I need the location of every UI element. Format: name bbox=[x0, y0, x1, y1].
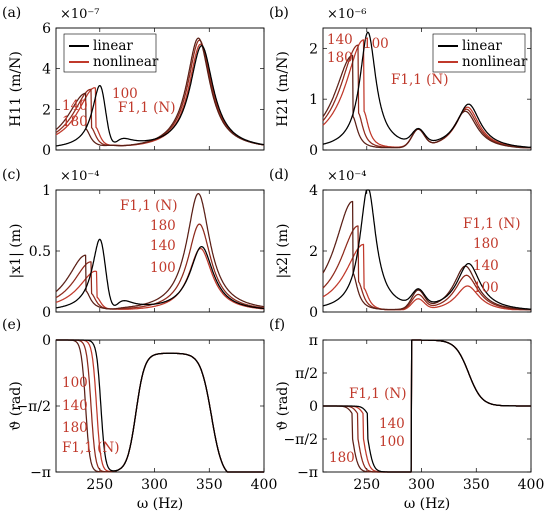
legend-label: nonlinear bbox=[93, 54, 159, 70]
annotation-label: 100 bbox=[62, 375, 88, 391]
annotation-label: 180 bbox=[327, 50, 353, 66]
legend-box bbox=[432, 33, 526, 73]
panel-d: 0 2 4 (d) ×10⁻⁴ |x2| (m) F1,1 (N) 180 140 100 bbox=[269, 167, 532, 321]
annotation-label: 140 bbox=[379, 416, 405, 432]
y-tick-label: 0 bbox=[309, 305, 318, 321]
panel-label: (d) bbox=[269, 167, 289, 183]
panel-label: (c) bbox=[2, 167, 21, 183]
annotation-label: F1,1 (N) bbox=[120, 198, 177, 214]
annotation-label: 140 bbox=[62, 398, 88, 414]
y-axis-label: ϑ (rad) bbox=[275, 381, 291, 430]
panel-label: (b) bbox=[269, 5, 289, 21]
y-axis-label: |x2| (m) bbox=[275, 224, 291, 279]
y-tick-label: π bbox=[309, 333, 318, 349]
y-tick-label: 2 bbox=[309, 41, 318, 57]
y-tick-label: 0 bbox=[42, 143, 51, 159]
y-tick-label: 2 bbox=[309, 244, 318, 260]
y-axis-label: H21 (m/N) bbox=[275, 51, 291, 127]
series-line-3 bbox=[322, 31, 532, 149]
annotation-label: F1,1 (N) bbox=[62, 440, 119, 456]
x-tick-label: 250 bbox=[86, 477, 113, 493]
series-line-2 bbox=[55, 192, 265, 310]
y-tick-label: π/2 bbox=[295, 366, 318, 382]
series-line-1 bbox=[55, 223, 265, 310]
y-tick-label: 0 bbox=[42, 333, 51, 349]
x-tick-label: 300 bbox=[408, 477, 435, 493]
legend-label: linear bbox=[93, 38, 133, 54]
annotation-label: F1,1 (N) bbox=[349, 386, 406, 402]
annotation-label: 180 bbox=[473, 236, 499, 252]
x-axis-label: ω (Hz) bbox=[404, 496, 450, 512]
y-exponent: ×10⁻⁶ bbox=[327, 7, 367, 22]
annotation-label: 140 bbox=[473, 258, 499, 274]
annotation-label: 180 bbox=[62, 420, 88, 436]
legend-label: linear bbox=[462, 38, 502, 54]
annotation-label: 180 bbox=[329, 450, 355, 466]
y-tick-label: −π/2 bbox=[16, 399, 51, 415]
x-tick-label: 300 bbox=[141, 477, 168, 493]
y-axis-label: ϑ (rad) bbox=[8, 381, 24, 430]
y-tick-label: 2 bbox=[42, 102, 51, 118]
series-line-3 bbox=[322, 189, 532, 310]
panel-e: 0 −π/2 −π 250 300 350 400 (e) ϑ (rad) ω (Hz) 100 14… bbox=[2, 317, 277, 512]
annotation-label: 140 bbox=[150, 238, 176, 254]
annotation-label: F1,1 (N) bbox=[463, 216, 520, 232]
x-tick-label: 400 bbox=[518, 477, 545, 493]
x-tick-label: 250 bbox=[353, 477, 380, 493]
series-line-3 bbox=[322, 339, 532, 473]
panel-label: (a) bbox=[2, 5, 21, 21]
panel-c: 0 0.5 1 (c) ×10⁻⁴ |x1| (m) F1,1 (N) 180 140 100 bbox=[2, 167, 265, 321]
annotation-label: 100 bbox=[112, 86, 138, 102]
y-tick-label: 4 bbox=[309, 183, 318, 199]
plot-frame bbox=[322, 189, 532, 313]
annotation-label: 100 bbox=[363, 36, 389, 52]
series-line-3 bbox=[55, 339, 265, 473]
series-line-2 bbox=[322, 200, 532, 311]
annotation-label: 140 bbox=[327, 32, 353, 48]
annotation-label: 100 bbox=[379, 434, 405, 450]
y-tick-label: 0.5 bbox=[29, 244, 51, 260]
y-tick-label: −π/2 bbox=[283, 432, 318, 448]
y-tick-label: 1 bbox=[42, 183, 51, 199]
series-line-3 bbox=[55, 238, 265, 310]
plot-frame bbox=[55, 27, 265, 151]
y-exponent: ×10⁻⁴ bbox=[60, 169, 100, 184]
y-tick-label: −π bbox=[297, 465, 318, 481]
legend-box bbox=[63, 33, 157, 73]
x-axis-label: ω (Hz) bbox=[137, 496, 183, 512]
y-tick-label: 4 bbox=[42, 62, 51, 78]
y-tick-label: −π bbox=[30, 465, 51, 481]
series-line-3 bbox=[55, 45, 265, 147]
series-line-1 bbox=[322, 225, 532, 311]
panel-label: (f) bbox=[269, 317, 285, 333]
y-tick-label: 6 bbox=[42, 21, 51, 37]
x-tick-label: 350 bbox=[463, 477, 490, 493]
series-line-2 bbox=[322, 54, 532, 149]
y-axis-label: |x1| (m) bbox=[8, 224, 24, 279]
y-exponent: ×10⁻⁴ bbox=[327, 169, 367, 184]
annotation-label: F1,1 (N) bbox=[391, 72, 448, 88]
legend-label: nonlinear bbox=[462, 54, 528, 70]
annotation-label: 140 bbox=[62, 98, 88, 114]
y-tick-label: 1 bbox=[309, 92, 318, 108]
annotation-label: F1,1 (N) bbox=[118, 100, 175, 116]
x-tick-label: 350 bbox=[196, 477, 223, 493]
y-tick-label: 0 bbox=[42, 305, 51, 321]
annotation-label: 100 bbox=[473, 280, 499, 296]
annotation-label: 100 bbox=[150, 260, 176, 276]
y-axis-label: H11 (m/N) bbox=[8, 51, 24, 127]
annotation-label: 180 bbox=[150, 218, 176, 234]
y-exponent: ×10⁻⁷ bbox=[60, 7, 100, 22]
plot-frame bbox=[322, 27, 532, 151]
y-tick-label: 0 bbox=[309, 399, 318, 415]
y-tick-label: 0 bbox=[309, 143, 318, 159]
annotation-label: 180 bbox=[62, 114, 88, 130]
panel-f: π π/2 0 −π/2 −π 250 300 350 400 (f) ϑ (rad) ω (Hz) F… bbox=[269, 317, 544, 512]
series-line-2 bbox=[55, 37, 265, 147]
panel-label: (e) bbox=[2, 317, 21, 333]
x-tick-label: 400 bbox=[251, 477, 278, 493]
